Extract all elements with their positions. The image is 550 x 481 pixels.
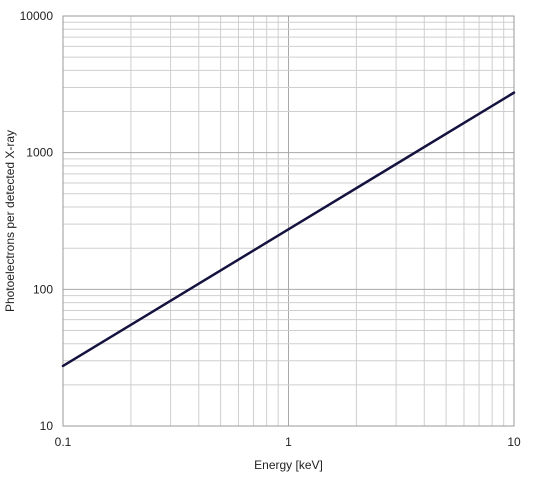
grid-lines (62, 16, 514, 427)
y-axis-label: Photoelectrons per detected X-ray (3, 130, 17, 312)
series-line-0 (61, 91, 516, 368)
y-tick-label-0: 10 (40, 419, 54, 433)
x-tick-label-1: 1 (285, 435, 292, 449)
y-tick-label-1: 100 (33, 282, 53, 296)
x-axis-label: Energy [keV] (254, 458, 323, 472)
y-tick-label-2: 1000 (26, 146, 53, 160)
series-layer (61, 91, 516, 368)
x-tick-label-0: 0.1 (55, 435, 72, 449)
y-tick-label-3: 10000 (20, 9, 54, 23)
x-tick-label-2: 10 (507, 435, 521, 449)
plot-frame (62, 15, 515, 427)
